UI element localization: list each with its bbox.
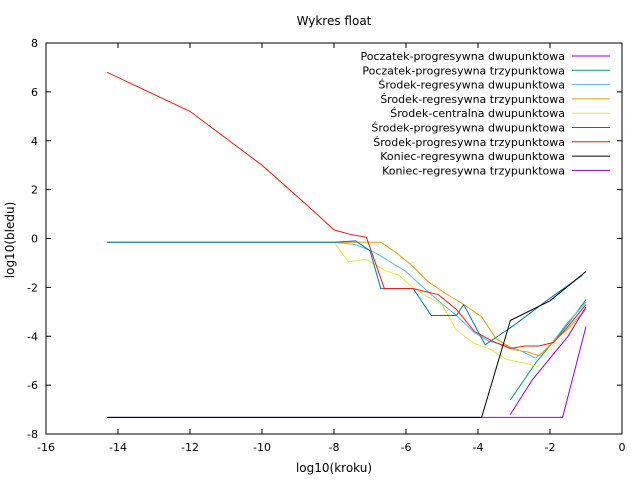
legend-label: Środek-regresywna trzypunktowa <box>380 93 565 106</box>
series-line-9 <box>509 306 587 415</box>
x-tick-label: 0 <box>619 441 626 454</box>
series-line-1 <box>107 326 587 418</box>
x-tick-label: -6 <box>401 441 412 454</box>
legend-label: Środek-centralna dwupunktowa <box>390 107 565 120</box>
legend-label: Środek-regresywna dwupunktowa <box>378 79 565 92</box>
y-tick-label: -2 <box>27 281 38 294</box>
x-tick-label: -8 <box>329 441 340 454</box>
series-line-8 <box>107 271 587 418</box>
y-axis-label: log10(bledu) <box>3 202 17 278</box>
y-tick-label: 2 <box>31 184 38 197</box>
x-tick-label: -12 <box>181 441 199 454</box>
legend-label: Środek-progresywna dwupunktowa <box>371 122 565 135</box>
chart-title: Wykres float <box>297 14 372 28</box>
x-tick-label: -4 <box>473 441 484 454</box>
y-tick-label: 6 <box>31 86 38 99</box>
series-line-5 <box>107 241 540 368</box>
x-tick-label: -14 <box>109 441 127 454</box>
x-tick-label: -10 <box>253 441 271 454</box>
legend: Poczatek-progresywna dwupunktowaPoczatek… <box>361 50 610 177</box>
y-tick-label: 8 <box>31 37 38 50</box>
x-tick-label: -2 <box>545 441 556 454</box>
y-tick-label: -8 <box>27 428 38 441</box>
x-tick-label: -16 <box>37 441 55 454</box>
y-tick-label: -6 <box>27 379 38 392</box>
y-tick-label: 0 <box>31 233 38 246</box>
legend-label: Środek-progresywna trzypunktowa <box>373 136 565 149</box>
legend-label: Poczatek-progresywna dwupunktowa <box>361 50 565 63</box>
legend-label: Koniec-regresywna trzypunktowa <box>382 164 565 177</box>
y-tick-label: 4 <box>31 135 38 148</box>
legend-label: Koniec-regresywna dwupunktowa <box>380 150 565 163</box>
legend-label: Poczatek-progresywna trzypunktowa <box>362 64 565 77</box>
y-tick-label: -4 <box>27 330 38 343</box>
series-line-7 <box>106 71 587 350</box>
series-lines <box>106 71 587 418</box>
x-axis-label: log10(kroku) <box>296 461 372 475</box>
axis-ticks: -16 -14 -12 -10 -8 -6 -4 -2 0 -8 -6 -4 -2 0 2 4 6 8 <box>27 37 625 454</box>
